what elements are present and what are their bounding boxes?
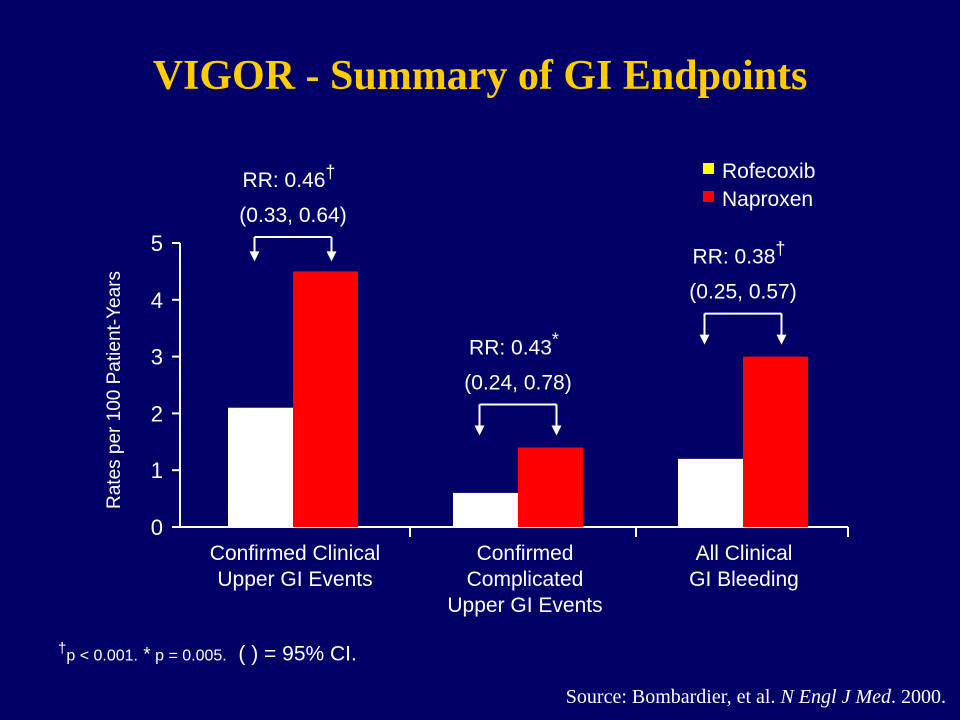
y-tick-label: 3 xyxy=(151,345,163,370)
legend-swatch-rofecoxib xyxy=(703,163,714,174)
rr-significance-mark: † xyxy=(325,162,335,182)
footnote-p2: p xyxy=(150,647,164,665)
footnote-dagger: † xyxy=(58,640,67,657)
x-category-label: Upper GI Events xyxy=(447,594,602,617)
footnote: †p < 0.001. * p = 0.005. ( ) = 95% CI. xyxy=(58,640,357,666)
bracket-arrow xyxy=(699,334,710,345)
bracket-arrow xyxy=(249,251,260,262)
rr-label: RR: 0.38† xyxy=(693,239,786,269)
rr-value: RR: 0.43 xyxy=(469,336,552,359)
x-category-label: Upper GI Events xyxy=(217,568,372,591)
ci-label: (0.24, 0.78) xyxy=(464,371,571,394)
rr-value: RR: 0.38 xyxy=(693,246,776,269)
y-tick-label: 4 xyxy=(151,288,163,313)
bar-rofecoxib-1 xyxy=(228,407,293,527)
bar-naproxen-3 xyxy=(743,356,808,527)
bar-naproxen-2 xyxy=(518,447,583,527)
footnote-p1: p xyxy=(66,647,76,665)
bracket-arrow xyxy=(551,425,562,436)
legend-label-rofecoxib: Rofecoxib xyxy=(722,160,815,183)
bracket-arrow xyxy=(474,425,485,436)
bracket-arrow xyxy=(776,334,787,345)
legend-label-naproxen: Naproxen xyxy=(722,188,813,211)
ci-label: (0.25, 0.57) xyxy=(689,281,796,304)
bar-naproxen-1 xyxy=(293,271,358,527)
footnote-ci-note: ( ) = 95% CI. xyxy=(226,642,357,666)
y-tick-label: 1 xyxy=(151,458,163,483)
source-citation: Source: Bombardier, et al. N Engl J Med.… xyxy=(566,686,946,709)
bar-rofecoxib-2 xyxy=(453,492,518,527)
x-category-label: Complicated xyxy=(467,568,584,591)
footnote-p1-value: < 0.001. xyxy=(75,647,138,665)
rr-significance-mark: * xyxy=(552,329,559,349)
slide-title: VIGOR - Summary of GI Endpoints xyxy=(152,53,808,99)
x-category-label: GI Bleeding xyxy=(689,568,799,591)
rr-label: RR: 0.46† xyxy=(243,162,336,192)
ci-label: (0.33, 0.64) xyxy=(239,204,346,227)
x-category-label: Confirmed xyxy=(477,542,574,565)
footnote-p2-value: = 0.005. xyxy=(164,647,227,665)
x-category-label: Confirmed Clinical xyxy=(210,542,380,565)
y-axis-title: Rates per 100 Patient-Years xyxy=(104,271,125,509)
rr-label: RR: 0.43* xyxy=(469,329,559,359)
bracket-arrow xyxy=(326,251,337,262)
source-journal: N Engl J Med xyxy=(780,686,891,708)
rr-value: RR: 0.46 xyxy=(243,169,326,192)
footnote-star: * xyxy=(137,644,151,666)
source-suffix: . 2000. xyxy=(891,686,946,708)
y-tick-label: 5 xyxy=(151,231,163,256)
rr-significance-mark: † xyxy=(775,239,785,259)
bar-rofecoxib-3 xyxy=(678,458,743,527)
legend-swatch-naproxen xyxy=(703,191,714,202)
y-tick-label: 0 xyxy=(151,515,163,540)
source-prefix: Source: Bombardier, et al. xyxy=(565,686,781,708)
y-tick-label: 2 xyxy=(151,401,163,426)
x-category-label: All Clinical xyxy=(696,542,793,565)
